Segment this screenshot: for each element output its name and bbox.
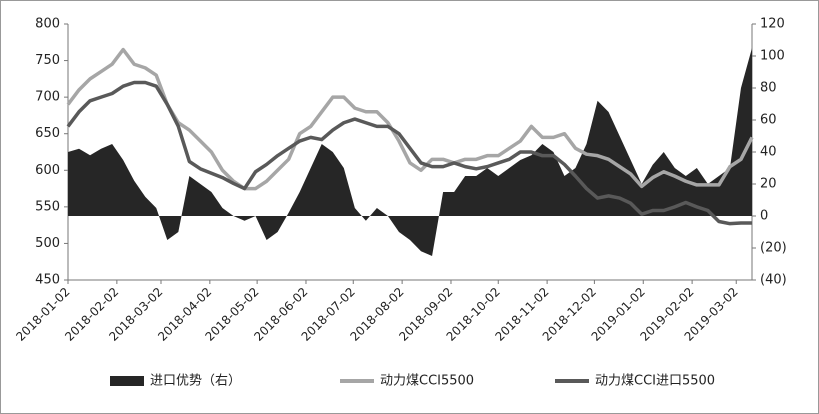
y-tick-label: 750 — [35, 53, 60, 68]
y-tick-label: 650 — [35, 126, 60, 141]
line — [66, 47, 754, 191]
y-tick-label: 450 — [35, 273, 60, 288]
y2-tick-label: 80 — [760, 81, 777, 96]
y2-tick-label: 20 — [760, 177, 777, 192]
legend-label: 动力煤CCI进口5500 — [595, 374, 715, 389]
y2-tick-label: (20) — [760, 241, 787, 256]
line — [66, 80, 752, 226]
y2-tick-label: 60 — [760, 113, 777, 128]
y2-tick-label: (40) — [760, 273, 787, 288]
legend-label: 动力煤CCI5500 — [380, 374, 474, 389]
area — [68, 48, 752, 256]
legend-swatch — [110, 376, 144, 386]
y2-tick-label: 120 — [760, 17, 785, 32]
y-tick-label: 500 — [35, 236, 60, 251]
y-tick-label: 700 — [35, 90, 60, 105]
y-tick-label: 600 — [35, 163, 60, 178]
y-tick-label: 550 — [35, 199, 60, 214]
y2-tick-label: 0 — [760, 209, 768, 224]
y2-tick-label: 40 — [760, 145, 777, 160]
legend-label: 进口优势（右） — [150, 373, 241, 389]
y2-tick-label: 100 — [760, 49, 785, 64]
y-tick-label: 800 — [35, 17, 60, 32]
